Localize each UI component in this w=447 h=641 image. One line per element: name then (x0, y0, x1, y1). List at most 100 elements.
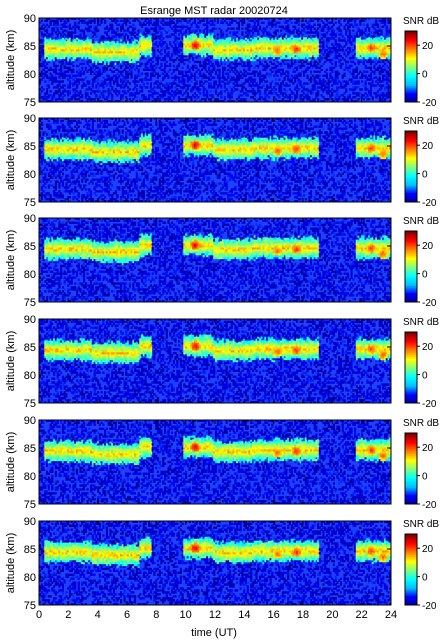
heatmap-cell (81, 59, 83, 61)
heatmap-cell (166, 82, 168, 84)
heatmap-cell (303, 82, 305, 84)
heatmap-cell (145, 65, 147, 67)
heatmap-cell (285, 43, 287, 45)
heatmap-cell (220, 92, 222, 94)
heatmap-cell (99, 37, 101, 39)
heatmap-cell (310, 77, 312, 79)
heatmap-cell (116, 28, 118, 30)
heatmap-cell (222, 53, 224, 55)
heatmap-cell (162, 59, 164, 61)
heatmap-cell (143, 24, 145, 26)
heatmap-cell (169, 82, 171, 84)
heatmap-cell (372, 71, 374, 73)
heatmap-cell (74, 75, 76, 77)
heatmap-cell (153, 92, 155, 94)
heatmap-cell (60, 98, 62, 100)
heatmap-cell (81, 63, 83, 65)
heatmap-cell (310, 73, 312, 75)
heatmap-cell (256, 26, 258, 28)
heatmap-cell (55, 39, 57, 41)
heatmap-cell (95, 80, 97, 82)
heatmap-cell (69, 80, 71, 82)
heatmap-cell (275, 98, 277, 100)
heatmap-cell (254, 71, 256, 73)
heatmap-cell (64, 84, 66, 86)
heatmap-cell (72, 59, 74, 61)
heatmap-cell (365, 88, 367, 90)
heatmap-cell (118, 75, 120, 77)
heatmap-cell (153, 69, 155, 71)
heatmap-cell (285, 59, 287, 61)
heatmap-cell (146, 75, 148, 77)
heatmap-cell (250, 49, 252, 51)
heatmap-cell (116, 90, 118, 92)
heatmap-cell (148, 53, 150, 55)
heatmap-cell (294, 75, 296, 77)
heatmap-cell (122, 53, 124, 55)
heatmap-cell (307, 31, 309, 33)
heatmap-cell (99, 45, 101, 47)
heatmap-cell (245, 92, 247, 94)
heatmap-cell (328, 47, 330, 49)
heatmap-cell (83, 84, 85, 86)
heatmap-cell (206, 45, 208, 47)
heatmap-cell (285, 90, 287, 92)
heatmap-cell (359, 71, 361, 73)
heatmap-cell (365, 49, 367, 51)
heatmap-cell (160, 82, 162, 84)
heatmap-cell (278, 79, 280, 81)
heatmap-cell (90, 20, 92, 22)
heatmap-cell (90, 45, 92, 47)
heatmap-cell (347, 20, 349, 22)
heatmap-cell (210, 98, 212, 100)
heatmap-cell (127, 86, 129, 88)
heatmap-cell (72, 39, 74, 41)
heatmap-cell (60, 55, 62, 57)
heatmap-cell (310, 79, 312, 81)
heatmap-cell (301, 33, 303, 35)
heatmap-cell (127, 59, 129, 61)
heatmap-cell (196, 80, 198, 82)
heatmap-cell (87, 43, 89, 45)
heatmap-cell (136, 49, 138, 51)
heatmap-cell (204, 43, 206, 45)
heatmap-cell (319, 71, 321, 73)
heatmap-cell (275, 65, 277, 67)
heatmap-cell (373, 77, 375, 79)
heatmap-cell (43, 88, 45, 90)
heatmap-cell (289, 49, 291, 51)
heatmap-cell (169, 26, 171, 28)
heatmap-cell (263, 49, 265, 51)
heatmap-cell (108, 30, 110, 32)
heatmap-cell (169, 20, 171, 22)
heatmap-cell (266, 39, 268, 41)
heatmap-cell (291, 90, 293, 92)
heatmap-cell (331, 92, 333, 94)
heatmap-cell (321, 28, 323, 30)
heatmap-cell (95, 53, 97, 55)
heatmap-cell (359, 77, 361, 79)
heatmap-cell (139, 49, 141, 51)
heatmap-cell (261, 63, 263, 65)
heatmap-cell (53, 63, 55, 65)
heatmap-cell (373, 43, 375, 45)
heatmap-cell (171, 55, 173, 57)
heatmap-cell (57, 84, 59, 86)
heatmap-cell (263, 69, 265, 71)
heatmap-cell (125, 65, 127, 67)
heatmap-cell (271, 67, 273, 69)
heatmap-cell (263, 28, 265, 30)
heatmap-cell (136, 45, 138, 47)
heatmap-cell (254, 98, 256, 100)
heatmap-cell (335, 65, 337, 67)
heatmap-cell (351, 41, 353, 43)
heatmap-cell (81, 94, 83, 96)
heatmap-cell (317, 53, 319, 55)
heatmap-cell (64, 71, 66, 73)
heatmap-cell (129, 22, 131, 24)
heatmap-cell (259, 71, 261, 73)
heatmap-cell (106, 33, 108, 35)
heatmap-cell (268, 86, 270, 88)
heatmap-cell (241, 28, 243, 30)
heatmap-cell (157, 45, 159, 47)
